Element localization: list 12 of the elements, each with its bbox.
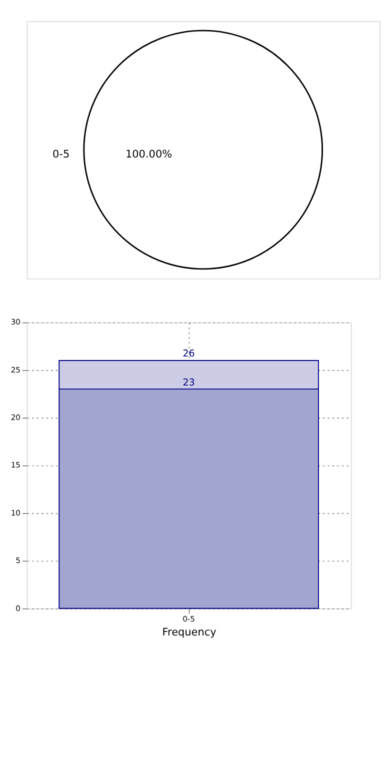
- y-tick-label: 20: [10, 413, 21, 422]
- x-axis-title: Frequency: [162, 626, 216, 639]
- y-tick-label: 5: [16, 556, 21, 566]
- total-label: 26: [182, 348, 195, 360]
- data-label: 23: [182, 377, 195, 388]
- y-tick-label: 15: [10, 460, 21, 470]
- y-tick-label: 0: [16, 604, 21, 613]
- y-tick-label: 25: [10, 365, 21, 374]
- y-tick-label: 10: [10, 508, 21, 518]
- data-label: 100.00%: [125, 148, 172, 160]
- y-tick-label: 30: [10, 318, 21, 327]
- slice-label: 0-5: [52, 148, 70, 160]
